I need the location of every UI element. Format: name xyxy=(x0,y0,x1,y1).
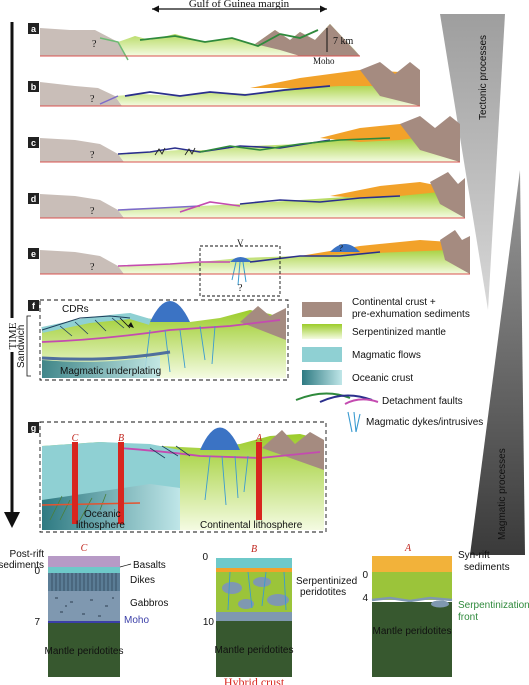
column-b-depth10: 10 xyxy=(203,617,215,628)
legend-label-dykes: Magmatic dykes/intrusives xyxy=(366,417,483,428)
column-c: C Mantle peridotites 0 7 Post-rift sedim… xyxy=(0,543,168,677)
legend-dykes-icon xyxy=(347,411,361,433)
cut-b-label: B xyxy=(118,433,124,444)
margin-label: Gulf of Guinea margin xyxy=(189,0,290,10)
stage-d-question: ? xyxy=(90,206,95,217)
hybrid-crust-caption: Hybrid crust xyxy=(224,675,285,685)
column-c-basalts: Basalts xyxy=(133,560,166,571)
panel-f: f CDRs Magmatic underplating Sandwich xyxy=(16,299,289,381)
stage-d: d ? xyxy=(28,172,465,219)
legend-label-detachment: Detachment faults xyxy=(382,396,463,407)
stage-b-label: b xyxy=(31,82,37,92)
magmatic-triangle xyxy=(470,170,525,555)
cut-c-bar xyxy=(72,442,78,524)
stage-d-label-box xyxy=(28,193,39,204)
stage-a-question: ? xyxy=(92,39,97,50)
time-arrow: TIME xyxy=(4,22,20,528)
column-a-mantle: Mantle peridotites xyxy=(373,626,452,637)
continental-label: Continental lithosphere xyxy=(200,520,303,531)
column-a-syn-2: sediments xyxy=(464,562,510,573)
column-a-title: A xyxy=(404,543,412,554)
cut-a-label: A xyxy=(255,433,263,444)
column-b-serp-2: peridotites xyxy=(300,587,346,598)
legend-label-continental-1: Continental crust + xyxy=(352,297,436,308)
stage-c-question: ? xyxy=(90,150,95,161)
stage-a-label: a xyxy=(31,24,37,34)
stage-c-label: c xyxy=(31,138,36,148)
legend-swatch-oceanic-crust xyxy=(302,370,342,385)
oceanic-label-1: Oceanic xyxy=(84,509,121,520)
column-c-gabbros: Gabbros xyxy=(130,598,168,609)
column-a-front-1: Serpentinization xyxy=(458,600,529,611)
column-b-mantle: Mantle peridotites xyxy=(215,645,294,656)
column-a: A Mantle peridotites 0 4 Syn-rift sedime… xyxy=(362,543,529,677)
moho-label: Moho xyxy=(313,56,335,66)
stage-e-v-label: V xyxy=(237,238,244,248)
stage-b-label-box xyxy=(28,81,39,92)
column-b: B Mantle peridotites 0 10 Serpentinized … xyxy=(202,544,357,685)
underplating-label: Magmatic underplating xyxy=(60,366,161,377)
column-c-depth7: 7 xyxy=(34,617,40,628)
stage-e-label-box xyxy=(28,248,39,259)
panel-f-label: f xyxy=(32,301,36,311)
panel-g: g C B A Oceanic lithosphere Continental … xyxy=(28,421,327,533)
stage-e-question-1: ? xyxy=(90,262,95,273)
column-a-front-2: front xyxy=(458,612,478,623)
tectonic-triangle xyxy=(440,14,505,310)
column-c-moho: Moho xyxy=(124,615,149,626)
column-c-post-rift: Post-rift xyxy=(10,549,45,560)
cdrs-label: CDRs xyxy=(62,304,89,315)
stage-e-question-2: ? xyxy=(238,283,243,294)
stage-a: a ? 7 km Moho xyxy=(28,23,360,66)
legend-fault-pink xyxy=(344,398,379,405)
stage-c-label-box xyxy=(28,137,39,148)
process-triangles: Tectonic processes Magmatic processes xyxy=(440,14,525,555)
legend-swatch-serpentinized xyxy=(302,324,342,339)
stage-e-question-3: ? xyxy=(339,243,343,253)
column-a-depth4: 4 xyxy=(362,593,368,604)
magmatic-label: Magmatic processes xyxy=(497,448,508,540)
legend-label-continental-2: pre-exhumation sediments xyxy=(352,309,470,320)
time-label: TIME xyxy=(7,322,19,349)
legend-swatch-magmatic-flows xyxy=(302,347,342,362)
cut-b-bar xyxy=(118,442,124,524)
column-b-serp-1: Serpentinized xyxy=(296,576,357,587)
legend-fault-green xyxy=(295,392,351,401)
column-c-depth0: 0 xyxy=(34,566,40,577)
column-c-title: C xyxy=(81,543,88,554)
stage-e-zoom-box xyxy=(199,245,281,297)
legend-fault-blue xyxy=(319,394,373,403)
legend-label-magmatic-flows: Magmatic flows xyxy=(352,350,421,361)
stage-b: b ? xyxy=(28,62,420,107)
stage-e-label: e xyxy=(31,249,36,259)
column-a-depth0: 0 xyxy=(362,570,368,581)
column-c-mantle: Mantle peridotites xyxy=(45,646,124,657)
legend: Continental crust + pre-exhumation sedim… xyxy=(295,297,483,433)
sandwich-label: Sandwich xyxy=(16,325,27,368)
column-c-dikes: Dikes xyxy=(130,575,155,586)
column-c-sediments: sediments xyxy=(0,560,44,571)
cut-a-bar xyxy=(256,442,262,520)
stage-d-label: d xyxy=(31,194,37,204)
legend-swatch-continental xyxy=(302,302,342,317)
legend-label-oceanic-crust: Oceanic crust xyxy=(352,373,413,384)
cut-c-label: C xyxy=(72,433,79,444)
stage-e: e ? ? ? V xyxy=(28,230,470,297)
stage-a-label-box xyxy=(28,23,39,34)
stage-c: c ? xyxy=(28,116,460,163)
panel-g-label: g xyxy=(31,423,37,433)
header: Gulf of Guinea margin xyxy=(152,0,327,13)
column-a-syn-1: Syn-rift xyxy=(458,550,490,561)
legend-label-serpentinized: Serpentinized mantle xyxy=(352,327,446,338)
column-b-title: B xyxy=(251,544,257,555)
stage-b-question: ? xyxy=(90,94,95,105)
tectonic-label: Tectonic processes xyxy=(478,35,489,120)
oceanic-label-2: lithosphere xyxy=(76,520,125,531)
scale-label: 7 km xyxy=(333,36,354,47)
column-b-depth0: 0 xyxy=(202,552,208,563)
